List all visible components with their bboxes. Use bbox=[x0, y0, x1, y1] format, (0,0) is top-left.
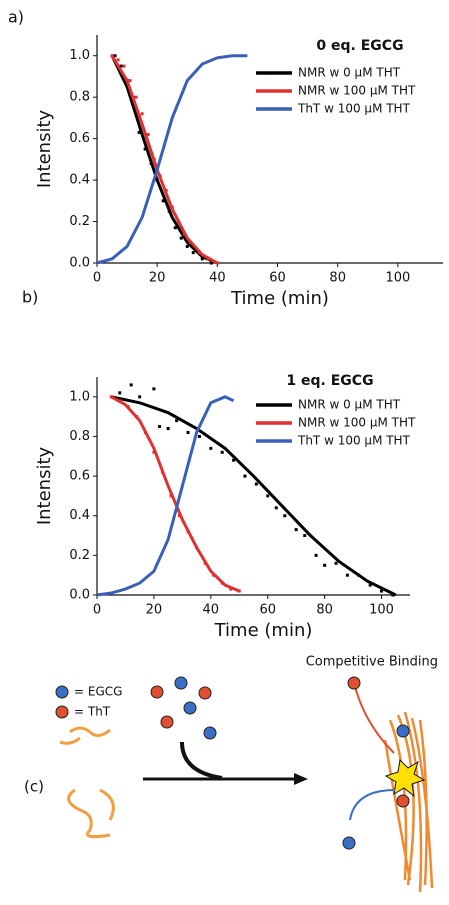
data-point bbox=[200, 257, 204, 261]
data-point bbox=[118, 391, 122, 395]
legend-label: NMR w 100 μM THT bbox=[298, 416, 416, 430]
data-point bbox=[134, 95, 138, 99]
data-point bbox=[191, 251, 195, 255]
x-tick-label: 0 bbox=[93, 271, 101, 286]
data-point bbox=[122, 64, 126, 68]
y-tick-label: 0.4 bbox=[69, 508, 90, 523]
data-point bbox=[185, 244, 189, 248]
x-tick-label: 80 bbox=[316, 603, 333, 618]
panel-label: b) bbox=[22, 288, 38, 307]
y-tick-label: 0.6 bbox=[69, 131, 90, 146]
data-point bbox=[129, 383, 133, 387]
panel-label: a) bbox=[8, 8, 24, 27]
data-point bbox=[166, 427, 170, 431]
y-axis-label: Intensity bbox=[34, 109, 55, 188]
data-point bbox=[345, 573, 349, 577]
legend-label: NMR w 0 μM THT bbox=[298, 66, 401, 80]
data-point bbox=[254, 482, 258, 486]
line bbox=[110, 55, 218, 265]
x-tick-label: 40 bbox=[203, 603, 220, 618]
x-tick-label: 20 bbox=[146, 603, 163, 618]
x-axis-label: Time (min) bbox=[230, 288, 329, 309]
line bbox=[110, 395, 397, 597]
data-point bbox=[152, 387, 156, 391]
data-point bbox=[323, 563, 327, 567]
line bbox=[110, 395, 240, 593]
data-point bbox=[314, 553, 318, 557]
data-point bbox=[243, 474, 247, 478]
y-tick-label: 1.0 bbox=[69, 389, 90, 404]
data-point bbox=[294, 528, 298, 532]
y-axis-label: Intensity bbox=[34, 446, 55, 525]
y-tick-label: 0.8 bbox=[69, 90, 90, 105]
data-point bbox=[283, 514, 287, 518]
chart-title: 1 eq. EGCG bbox=[286, 373, 373, 389]
data-point bbox=[179, 236, 183, 240]
data-point bbox=[119, 64, 123, 68]
y-tick-label: 0.0 bbox=[69, 256, 90, 271]
y-tick-label: 0.6 bbox=[69, 469, 90, 484]
x-tick-label: 0 bbox=[93, 603, 101, 618]
data-point bbox=[146, 132, 150, 136]
x-tick-label: 100 bbox=[369, 603, 394, 618]
x-tick-label: 60 bbox=[269, 271, 286, 286]
data-point bbox=[380, 589, 384, 593]
data-point bbox=[266, 494, 270, 498]
data-point bbox=[303, 534, 307, 538]
data-point bbox=[232, 458, 236, 462]
y-tick-label: 1.0 bbox=[69, 48, 90, 63]
y-tick-label: 0.8 bbox=[69, 429, 90, 444]
data-point bbox=[158, 425, 162, 429]
data-point bbox=[143, 147, 147, 151]
x-tick-label: 60 bbox=[259, 603, 276, 618]
x-tick-label: 20 bbox=[149, 271, 166, 286]
data-point bbox=[334, 561, 338, 565]
data-point bbox=[138, 395, 142, 399]
chart-title: 0 eq. EGCG bbox=[316, 38, 403, 54]
y-tick-label: 0.2 bbox=[69, 548, 90, 563]
data-point bbox=[173, 226, 177, 230]
legend-label: NMR w 0 μM THT bbox=[298, 398, 401, 412]
diagram: = EGCG = ThT bbox=[55, 676, 434, 893]
data-point bbox=[161, 199, 165, 203]
y-tick-label: 0.0 bbox=[69, 588, 90, 603]
x-tick-label: 80 bbox=[329, 271, 346, 286]
data-point bbox=[175, 419, 179, 423]
x-tick-label: 40 bbox=[209, 271, 226, 286]
line bbox=[110, 54, 219, 265]
data-point bbox=[140, 112, 144, 116]
diagram-title: Competitive Binding bbox=[306, 655, 438, 670]
data-point bbox=[128, 79, 132, 83]
data-point bbox=[209, 261, 213, 265]
x-axis-label: Time (min) bbox=[214, 620, 313, 641]
line bbox=[96, 395, 235, 597]
data-point bbox=[116, 58, 120, 62]
data-point bbox=[197, 434, 201, 438]
line bbox=[96, 54, 248, 265]
legend-label: ThT w 100 μM THT bbox=[297, 434, 411, 448]
data-point bbox=[274, 506, 278, 510]
key-label: = ThT bbox=[74, 705, 111, 719]
data-point bbox=[113, 54, 117, 58]
data-point bbox=[209, 446, 213, 450]
data-point bbox=[186, 430, 190, 434]
data-point bbox=[220, 450, 224, 454]
y-tick-label: 0.4 bbox=[69, 173, 90, 188]
legend-label: ThT w 100 μM THT bbox=[297, 102, 411, 116]
data-point bbox=[368, 583, 372, 587]
panel-label: (c) bbox=[24, 778, 44, 796]
key-label: = EGCG bbox=[74, 685, 122, 699]
y-tick-label: 0.2 bbox=[69, 214, 90, 229]
legend-label: NMR w 100 μM THT bbox=[298, 84, 416, 98]
x-tick-label: 100 bbox=[385, 271, 410, 286]
data-point bbox=[137, 130, 141, 134]
